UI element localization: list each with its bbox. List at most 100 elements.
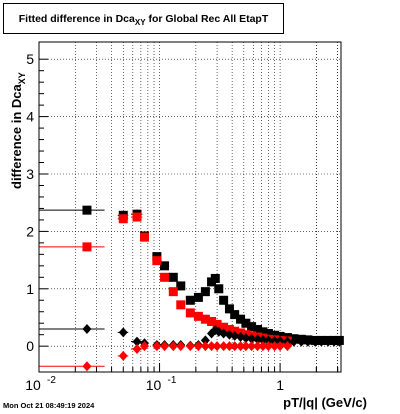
y-tick-label: 1 — [26, 281, 34, 297]
data-point-diamond — [253, 334, 263, 345]
data-point-diamond — [185, 341, 195, 352]
data-point-diamond — [236, 341, 246, 352]
data-point-square — [193, 292, 203, 302]
data-point-diamond — [310, 336, 320, 347]
data-point-square — [200, 314, 210, 324]
svg-text:difference in DcaXY: difference in DcaXY — [9, 72, 27, 189]
data-point-square — [160, 272, 170, 282]
data-point-diamond — [289, 336, 299, 347]
data-point-square — [207, 316, 217, 326]
data-point-square — [160, 261, 170, 271]
data-point-diamond — [193, 341, 203, 352]
data-point-square — [132, 212, 142, 222]
data-point-diamond — [230, 330, 240, 341]
data-point-diamond — [118, 327, 128, 338]
x-tick-label: 1 — [276, 377, 284, 393]
data-point-square — [152, 256, 162, 266]
data-point-diamond — [263, 335, 273, 346]
data-point-square — [212, 319, 222, 329]
data-point-square — [139, 232, 149, 242]
data-point-square — [185, 308, 195, 318]
y-axis-label-text: difference in Dca — [9, 83, 24, 189]
data-point-square — [247, 322, 257, 332]
data-point-square — [82, 205, 92, 215]
data-point-diamond — [323, 336, 333, 347]
plot-frame — [38, 41, 342, 373]
data-point-square — [230, 310, 240, 320]
data-point-diamond — [230, 341, 240, 352]
data-point-square — [118, 214, 128, 224]
y-tick-label: 2 — [26, 223, 34, 239]
data-point-diamond — [168, 341, 178, 352]
data-point-diamond — [247, 341, 257, 352]
y-tick-label: 5 — [26, 51, 34, 67]
data-point-diamond — [258, 334, 268, 345]
data-point-diamond — [282, 341, 292, 352]
data-point-diamond — [296, 336, 306, 347]
data-point-diamond — [132, 336, 142, 347]
data-point-square — [270, 330, 280, 340]
data-point-square — [241, 318, 251, 328]
data-point-diamond — [139, 341, 149, 352]
title-subscript: XY — [134, 18, 146, 27]
x-axis-label: pT/|q| (GeV/c) — [283, 395, 367, 410]
data-point-square — [185, 295, 195, 305]
data-point-diamond — [200, 335, 210, 346]
data-point-square — [210, 273, 220, 283]
data-point-diamond — [207, 341, 217, 352]
data-point-diamond — [118, 350, 128, 361]
data-point-diamond — [275, 341, 285, 352]
data-point-diamond — [212, 341, 222, 352]
data-point-diamond — [82, 323, 92, 334]
data-point-diamond — [219, 328, 229, 339]
data-point-square — [176, 300, 186, 310]
data-point-square — [224, 325, 234, 335]
data-point-diamond — [316, 336, 326, 347]
data-point-square — [219, 322, 229, 332]
data-point-diamond — [258, 341, 268, 352]
x-tick-label-exponent: -1 — [168, 375, 177, 386]
data-point-diamond — [253, 341, 263, 352]
data-point-diamond — [270, 341, 280, 352]
data-point-square — [214, 284, 224, 294]
data-point-square — [168, 272, 178, 282]
data-point-square — [200, 287, 210, 297]
data-point-diamond — [200, 341, 210, 352]
data-point-diamond — [275, 336, 285, 347]
axis-ticks: 0 1 2 3 4 5 10 -2 10 -1 1 — [25, 51, 339, 393]
data-point-diamond — [82, 361, 92, 372]
x-tick-label: 10 — [25, 377, 41, 393]
data-point-square — [168, 287, 178, 297]
data-point-diamond — [241, 333, 251, 344]
x-tick-label-exponent: -2 — [47, 375, 56, 386]
data-point-diamond — [247, 333, 257, 344]
footer-timestamp: Mon Oct 21 08:49:19 2024 — [3, 401, 95, 410]
data-point-diamond — [160, 341, 170, 352]
y-tick-label: 4 — [26, 109, 34, 125]
data-point-diamond — [334, 336, 344, 347]
data-point-square — [193, 311, 203, 321]
data-marks — [39, 205, 344, 372]
title-main: Fitted difference in Dca — [18, 12, 135, 25]
y-axis-label-subscript: XY — [17, 72, 27, 84]
y-tick-label: 0 — [26, 338, 34, 354]
data-point-diamond — [176, 341, 186, 352]
data-point-diamond — [219, 341, 229, 352]
data-point-square — [263, 329, 273, 339]
data-point-square — [258, 327, 268, 337]
chart-title: Fitted difference in Dca XY for Global Re… — [3, 3, 284, 34]
data-point-diamond — [329, 336, 339, 347]
data-point-square — [224, 304, 234, 314]
title-rest: for Global Rec All EtapT — [145, 12, 269, 25]
x-tick-label: 10 — [146, 377, 162, 393]
data-point-square — [236, 314, 246, 324]
data-point-diamond — [241, 341, 251, 352]
data-point-square — [176, 281, 186, 291]
data-point-diamond — [270, 336, 280, 347]
y-axis-label: difference in DcaXY — [9, 72, 27, 189]
data-point-diamond — [152, 341, 162, 352]
data-point-diamond — [303, 336, 313, 347]
data-point-diamond — [132, 344, 142, 355]
grid-lines — [38, 42, 341, 372]
